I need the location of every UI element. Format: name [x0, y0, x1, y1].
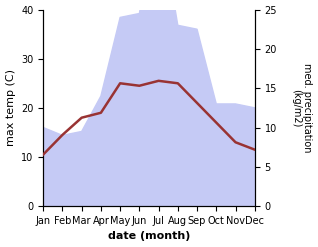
X-axis label: date (month): date (month) [108, 231, 190, 242]
Y-axis label: max temp (C): max temp (C) [5, 69, 16, 146]
Y-axis label: med. precipitation
(kg/m2): med. precipitation (kg/m2) [291, 63, 313, 153]
